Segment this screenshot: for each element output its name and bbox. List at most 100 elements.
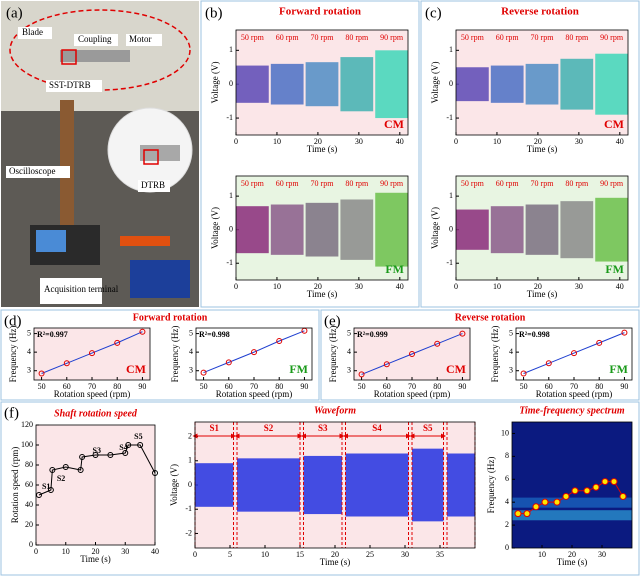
- y-tick-label: 3: [27, 366, 31, 375]
- waveform-segment: [490, 65, 524, 103]
- chart-title: Waveform: [314, 405, 356, 416]
- oscilloscope-screen: [36, 230, 66, 252]
- y-tick-label: 4: [347, 347, 351, 356]
- method-tag: FM: [609, 362, 628, 376]
- y-tick-label: 3: [509, 366, 513, 375]
- data-point: [514, 510, 522, 518]
- data-point: [592, 483, 600, 491]
- data-point: [520, 370, 527, 377]
- x-tick-label: 0: [34, 547, 38, 556]
- y-tick-label: 5: [189, 328, 193, 337]
- annotation: SST-DTRB: [49, 80, 91, 90]
- waveform-segment: [456, 209, 489, 250]
- laptop: [130, 260, 190, 298]
- y-axis-label: Frequency (Hz): [490, 326, 500, 383]
- inset-box: [143, 149, 159, 165]
- segment-label: S4: [372, 423, 382, 433]
- segment-label: 50 rpm: [461, 33, 485, 42]
- plot-frame: [194, 421, 476, 549]
- data-point: [532, 503, 540, 511]
- inset-part: [140, 145, 180, 161]
- data-point: [63, 360, 70, 367]
- y-axis-label: Voltage (V): [210, 207, 220, 249]
- segment-label: 90 rpm: [380, 179, 404, 188]
- data-point: [545, 360, 552, 367]
- x-tick-label: 70: [408, 382, 416, 391]
- x-axis-label: Rotation speed (rpm): [536, 389, 612, 399]
- data-point: [610, 478, 618, 486]
- x-tick-label: 90: [300, 382, 308, 391]
- waveform-segment: [560, 58, 594, 110]
- method-tag: FM: [605, 262, 624, 276]
- x-tick-label: 10: [273, 137, 281, 146]
- segment-label: 80 rpm: [345, 179, 369, 188]
- chart-title: Time-frequency spectrum: [519, 405, 625, 416]
- label-bg: [46, 80, 102, 92]
- segment-label: 90 rpm: [600, 179, 624, 188]
- waveform-segment: [595, 197, 628, 262]
- panel-border: [0, 401, 640, 576]
- y-tick-label: 1: [229, 45, 233, 54]
- waveform-segment: [447, 453, 475, 517]
- plot-frame: [33, 327, 151, 381]
- waveform-segment: [375, 192, 408, 267]
- x-axis-label: Time (s): [307, 144, 337, 154]
- waveform-segment: [490, 206, 524, 254]
- panel-border: [320, 309, 640, 401]
- x-tick-label: 25: [366, 550, 374, 559]
- y-tick-label: 1: [449, 191, 453, 200]
- data-point: [276, 338, 283, 344]
- x-axis-label: Time (s): [320, 557, 350, 567]
- x-tick-label: 40: [616, 282, 624, 291]
- segment-label: 90 rpm: [600, 33, 624, 42]
- x-tick-label: 40: [151, 547, 159, 556]
- x-tick-label: 10: [261, 550, 269, 559]
- x-tick-label: 10: [493, 137, 501, 146]
- x-tick-label: 20: [331, 550, 339, 559]
- x-tick-label: 70: [250, 382, 258, 391]
- data-point: [541, 498, 549, 506]
- method-tag: CM: [126, 362, 146, 376]
- photo-shaft: [60, 50, 130, 62]
- y-axis-label: Voltage (V): [210, 61, 220, 103]
- x-tick-label: 30: [355, 282, 363, 291]
- photo-panel: (a) Blade Coupling Motor SST-DTRB DTRB O…: [1, 1, 199, 307]
- y-tick-label: 3: [189, 366, 193, 375]
- spectrum-band: [512, 510, 632, 521]
- data-point: [79, 454, 86, 460]
- annotation: Acquisition terminal: [44, 284, 119, 294]
- waveform-segment: [340, 199, 374, 260]
- plot-frame: [235, 29, 409, 136]
- y-tick-label: 20: [25, 520, 33, 529]
- y-tick-label: 1: [188, 456, 192, 465]
- x-tick-label: 20: [92, 547, 100, 556]
- method-tag: CM: [384, 117, 404, 131]
- x-tick-label: 30: [355, 137, 363, 146]
- waveform-segment: [375, 50, 408, 119]
- data-point: [77, 467, 84, 473]
- data-point: [139, 328, 146, 335]
- panel-border: [0, 309, 320, 401]
- data-point: [92, 452, 99, 458]
- data-point: [225, 359, 232, 366]
- fit-annotation: R²=0.999: [357, 330, 388, 339]
- data-point: [523, 510, 531, 518]
- x-tick-label: 90: [620, 382, 628, 391]
- y-tick-label: 10: [501, 428, 509, 437]
- data-point: [114, 339, 121, 346]
- y-tick-label: -1: [446, 113, 453, 122]
- data-point: [601, 478, 609, 486]
- y-tick-label: -2: [185, 528, 192, 537]
- y-tick-label: -1: [226, 113, 233, 122]
- x-tick-label: 60: [225, 382, 233, 391]
- x-tick-label: 50: [200, 382, 208, 391]
- plot-frame: [455, 175, 629, 281]
- segment-label: 90 rpm: [380, 33, 404, 42]
- data-line: [38, 444, 156, 496]
- x-tick-label: 0: [234, 137, 238, 146]
- data-point: [107, 452, 114, 458]
- segment-label: 50 rpm: [461, 179, 485, 188]
- segment-label: 60 rpm: [496, 179, 520, 188]
- x-tick-label: 70: [570, 382, 578, 391]
